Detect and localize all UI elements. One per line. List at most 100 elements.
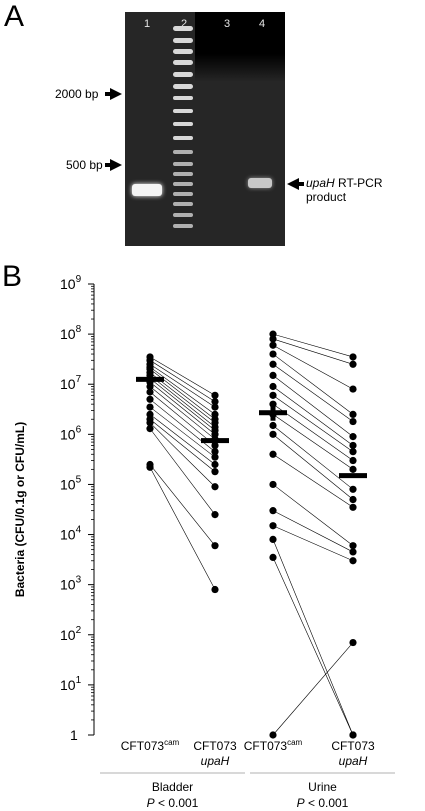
bladder-pair-line [149, 467, 216, 590]
x-category-label: CFT073 [193, 739, 237, 753]
urine-pair-line [272, 338, 354, 365]
product-arrow-shaft [298, 182, 304, 186]
product-label-gene: upaH [306, 176, 335, 190]
urine-point-mutant [349, 456, 357, 465]
urine-pair-line [272, 344, 354, 390]
marker-2000bp-label: 2000 bp [55, 87, 99, 101]
group-p-value: P < 0.001 [297, 796, 349, 810]
y-tick-label: 108 [60, 324, 82, 342]
x-category-sup: cam [287, 738, 302, 747]
bladder-point-mutant [211, 460, 219, 469]
median-cross [212, 432, 218, 449]
y-tick-label: 106 [60, 424, 82, 442]
lane-number-2: 2 [180, 18, 188, 30]
y-tick-label: 103 [60, 575, 82, 593]
agarose-gel-image: 1 2 3 4 [125, 12, 285, 246]
bladder-pair-line [149, 428, 216, 515]
urine-point-wt [269, 450, 277, 458]
y-tick-exponent: 2 [76, 625, 82, 636]
urine-point-mutant [349, 441, 357, 450]
x-category-gene: upaH [339, 754, 368, 768]
urine-point-wt [269, 382, 277, 391]
product-label-line2: product [306, 190, 347, 204]
urine-pair-line [272, 557, 354, 736]
bladder-point-mutant [211, 483, 219, 491]
x-category-sup: cam [164, 738, 179, 747]
bladder-pair-line [149, 375, 216, 428]
urine-point-mutant [349, 503, 357, 511]
urine-pair-line [272, 525, 354, 562]
urine-point-wt [269, 371, 277, 379]
y-tick-label: 105 [60, 474, 82, 492]
urine-point-wt [269, 335, 277, 343]
bladder-point-wt [146, 395, 154, 403]
ladder-band [173, 109, 193, 113]
urine-point-mutant [349, 410, 357, 418]
bladder-point-mutant [211, 468, 219, 476]
x-category-strain: CFT073 [244, 739, 288, 753]
y-tick-label: 101 [60, 675, 82, 693]
ladder-band [173, 224, 193, 228]
urine-point-wt [269, 430, 277, 438]
y-tick-label: 102 [60, 625, 82, 643]
ladder-band [173, 122, 193, 126]
y-tick-exponent: 8 [76, 324, 82, 335]
lane-number-4: 4 [258, 18, 266, 30]
urine-pair-line [272, 414, 354, 470]
urine-pair-line [272, 642, 354, 736]
ladder-band [173, 162, 193, 166]
urine-point-wt [269, 507, 277, 515]
p-text: < 0.001 [155, 796, 199, 810]
urine-point-mutant [349, 385, 357, 393]
y-tick-base: 10 [60, 426, 76, 442]
product-arrow [287, 178, 299, 190]
ladder-band [173, 38, 193, 43]
y-tick-label: 107 [60, 374, 82, 392]
ladder-band [173, 84, 193, 89]
y-tick-exponent: 1 [76, 675, 82, 686]
bladder-point-wt [146, 419, 154, 427]
y-tick-base: 10 [60, 326, 76, 342]
bladder-point-wt [146, 388, 154, 396]
bladder-pair-line [149, 414, 216, 465]
x-category-strain: CFT073 [331, 739, 375, 753]
urine-point-wt [269, 480, 277, 489]
bladder-point-mutant [211, 398, 219, 406]
bladder-pair-line [149, 378, 216, 431]
y-tick-label: 104 [60, 525, 82, 543]
urine-point-wt [269, 731, 277, 739]
lane-number-1: 1 [143, 18, 151, 30]
urine-pair-line [272, 364, 354, 422]
y-tick-base: 10 [60, 627, 76, 643]
lane-1-band [132, 184, 162, 196]
bladder-point-mutant [211, 448, 219, 456]
ladder-band [173, 136, 193, 140]
ladder-band [173, 192, 193, 196]
urine-pair-line [272, 510, 354, 553]
urine-pair-line [272, 539, 354, 736]
urine-pair-line [272, 333, 354, 358]
ladder-band [173, 60, 193, 65]
y-tick-base: 10 [60, 677, 76, 693]
ladder-band [173, 202, 193, 206]
x-category-strain: CFT073 [121, 739, 165, 753]
gel-dark-region [195, 12, 285, 82]
bladder-point-wt [146, 403, 154, 411]
median-cross [147, 371, 153, 388]
urine-pair-line [272, 425, 354, 490]
y-tick-label: 1 [70, 727, 78, 743]
p-symbol: P [297, 796, 305, 810]
urine-point-mutant [349, 542, 357, 550]
y-tick-base: 10 [60, 376, 76, 392]
bladder-point-mutant [211, 511, 219, 519]
urine-point-wt [269, 535, 277, 544]
urine-point-wt [269, 553, 277, 562]
bladder-pair-line [149, 386, 216, 440]
median-cross [270, 404, 276, 421]
urine-point-mutant [349, 638, 357, 647]
urine-pair-line [272, 454, 354, 508]
y-tick-exponent: 7 [76, 374, 82, 385]
bladder-point-wt [146, 425, 154, 433]
urine-point-mutant [349, 557, 357, 565]
